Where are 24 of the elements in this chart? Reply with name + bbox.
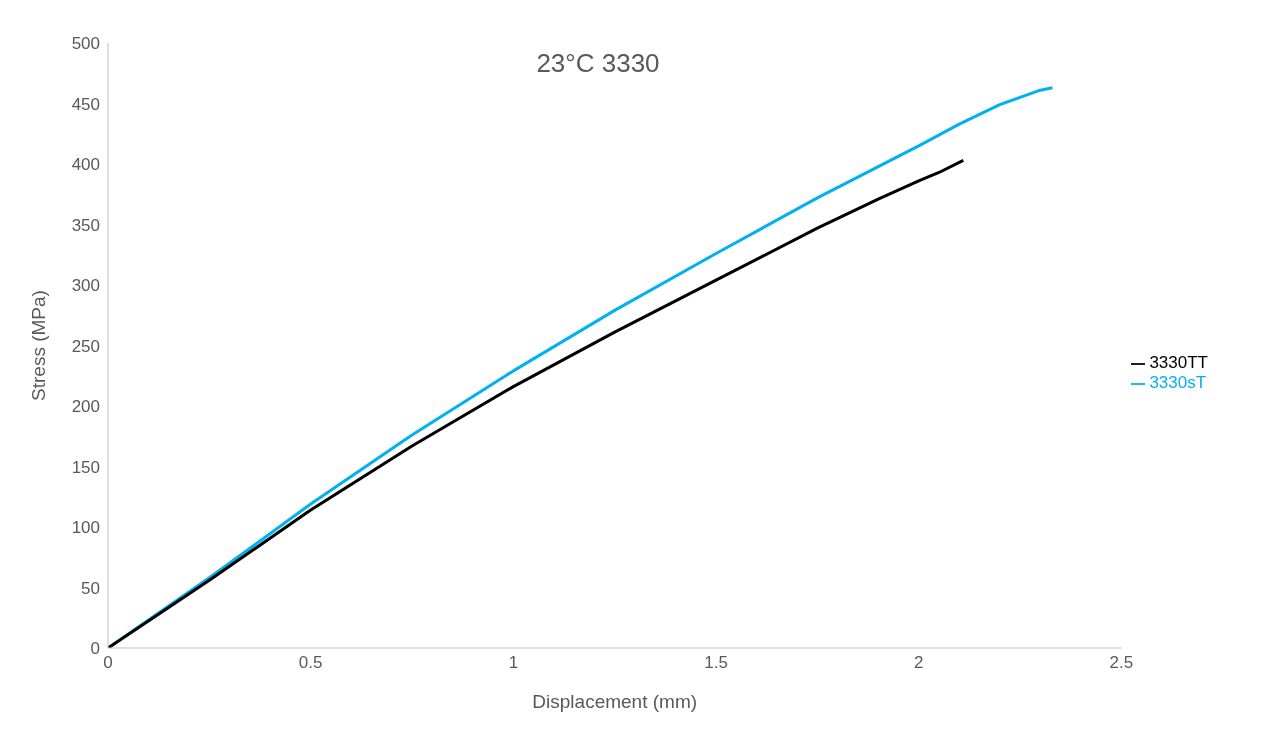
y-tick-label: 250 <box>71 336 100 356</box>
x-axis-title: Displacement (mm) <box>532 691 698 712</box>
y-axis-title: Stress (MPa) <box>27 290 49 401</box>
x-tick-label: 1.5 <box>704 653 728 673</box>
y-tick-label: 100 <box>71 518 100 538</box>
x-tick-label: 0 <box>103 653 113 673</box>
y-tick-label: 300 <box>71 276 100 296</box>
y-tick-label: 50 <box>81 578 100 598</box>
chart-title: 23°C 3330 <box>536 48 660 78</box>
y-tick-label: 500 <box>71 34 100 54</box>
y-tick-label: 450 <box>71 94 100 114</box>
line-series <box>108 86 1054 648</box>
line-series <box>108 158 965 648</box>
y-tick-label: 200 <box>71 397 100 417</box>
y-tick-label: 350 <box>71 215 100 235</box>
y-tick-label: 400 <box>71 155 100 175</box>
y-tick-label: 150 <box>71 457 100 477</box>
x-tick-label: 2.5 <box>1109 653 1134 673</box>
x-tick-label: 0.5 <box>298 653 323 673</box>
x-tick-label: 2 <box>913 653 924 673</box>
x-tick-label: 1 <box>508 653 519 673</box>
legend-label: 3330TT <box>1149 353 1208 372</box>
legend-label: 3330sT <box>1149 373 1207 392</box>
y-tick-label: 0 <box>90 639 100 659</box>
